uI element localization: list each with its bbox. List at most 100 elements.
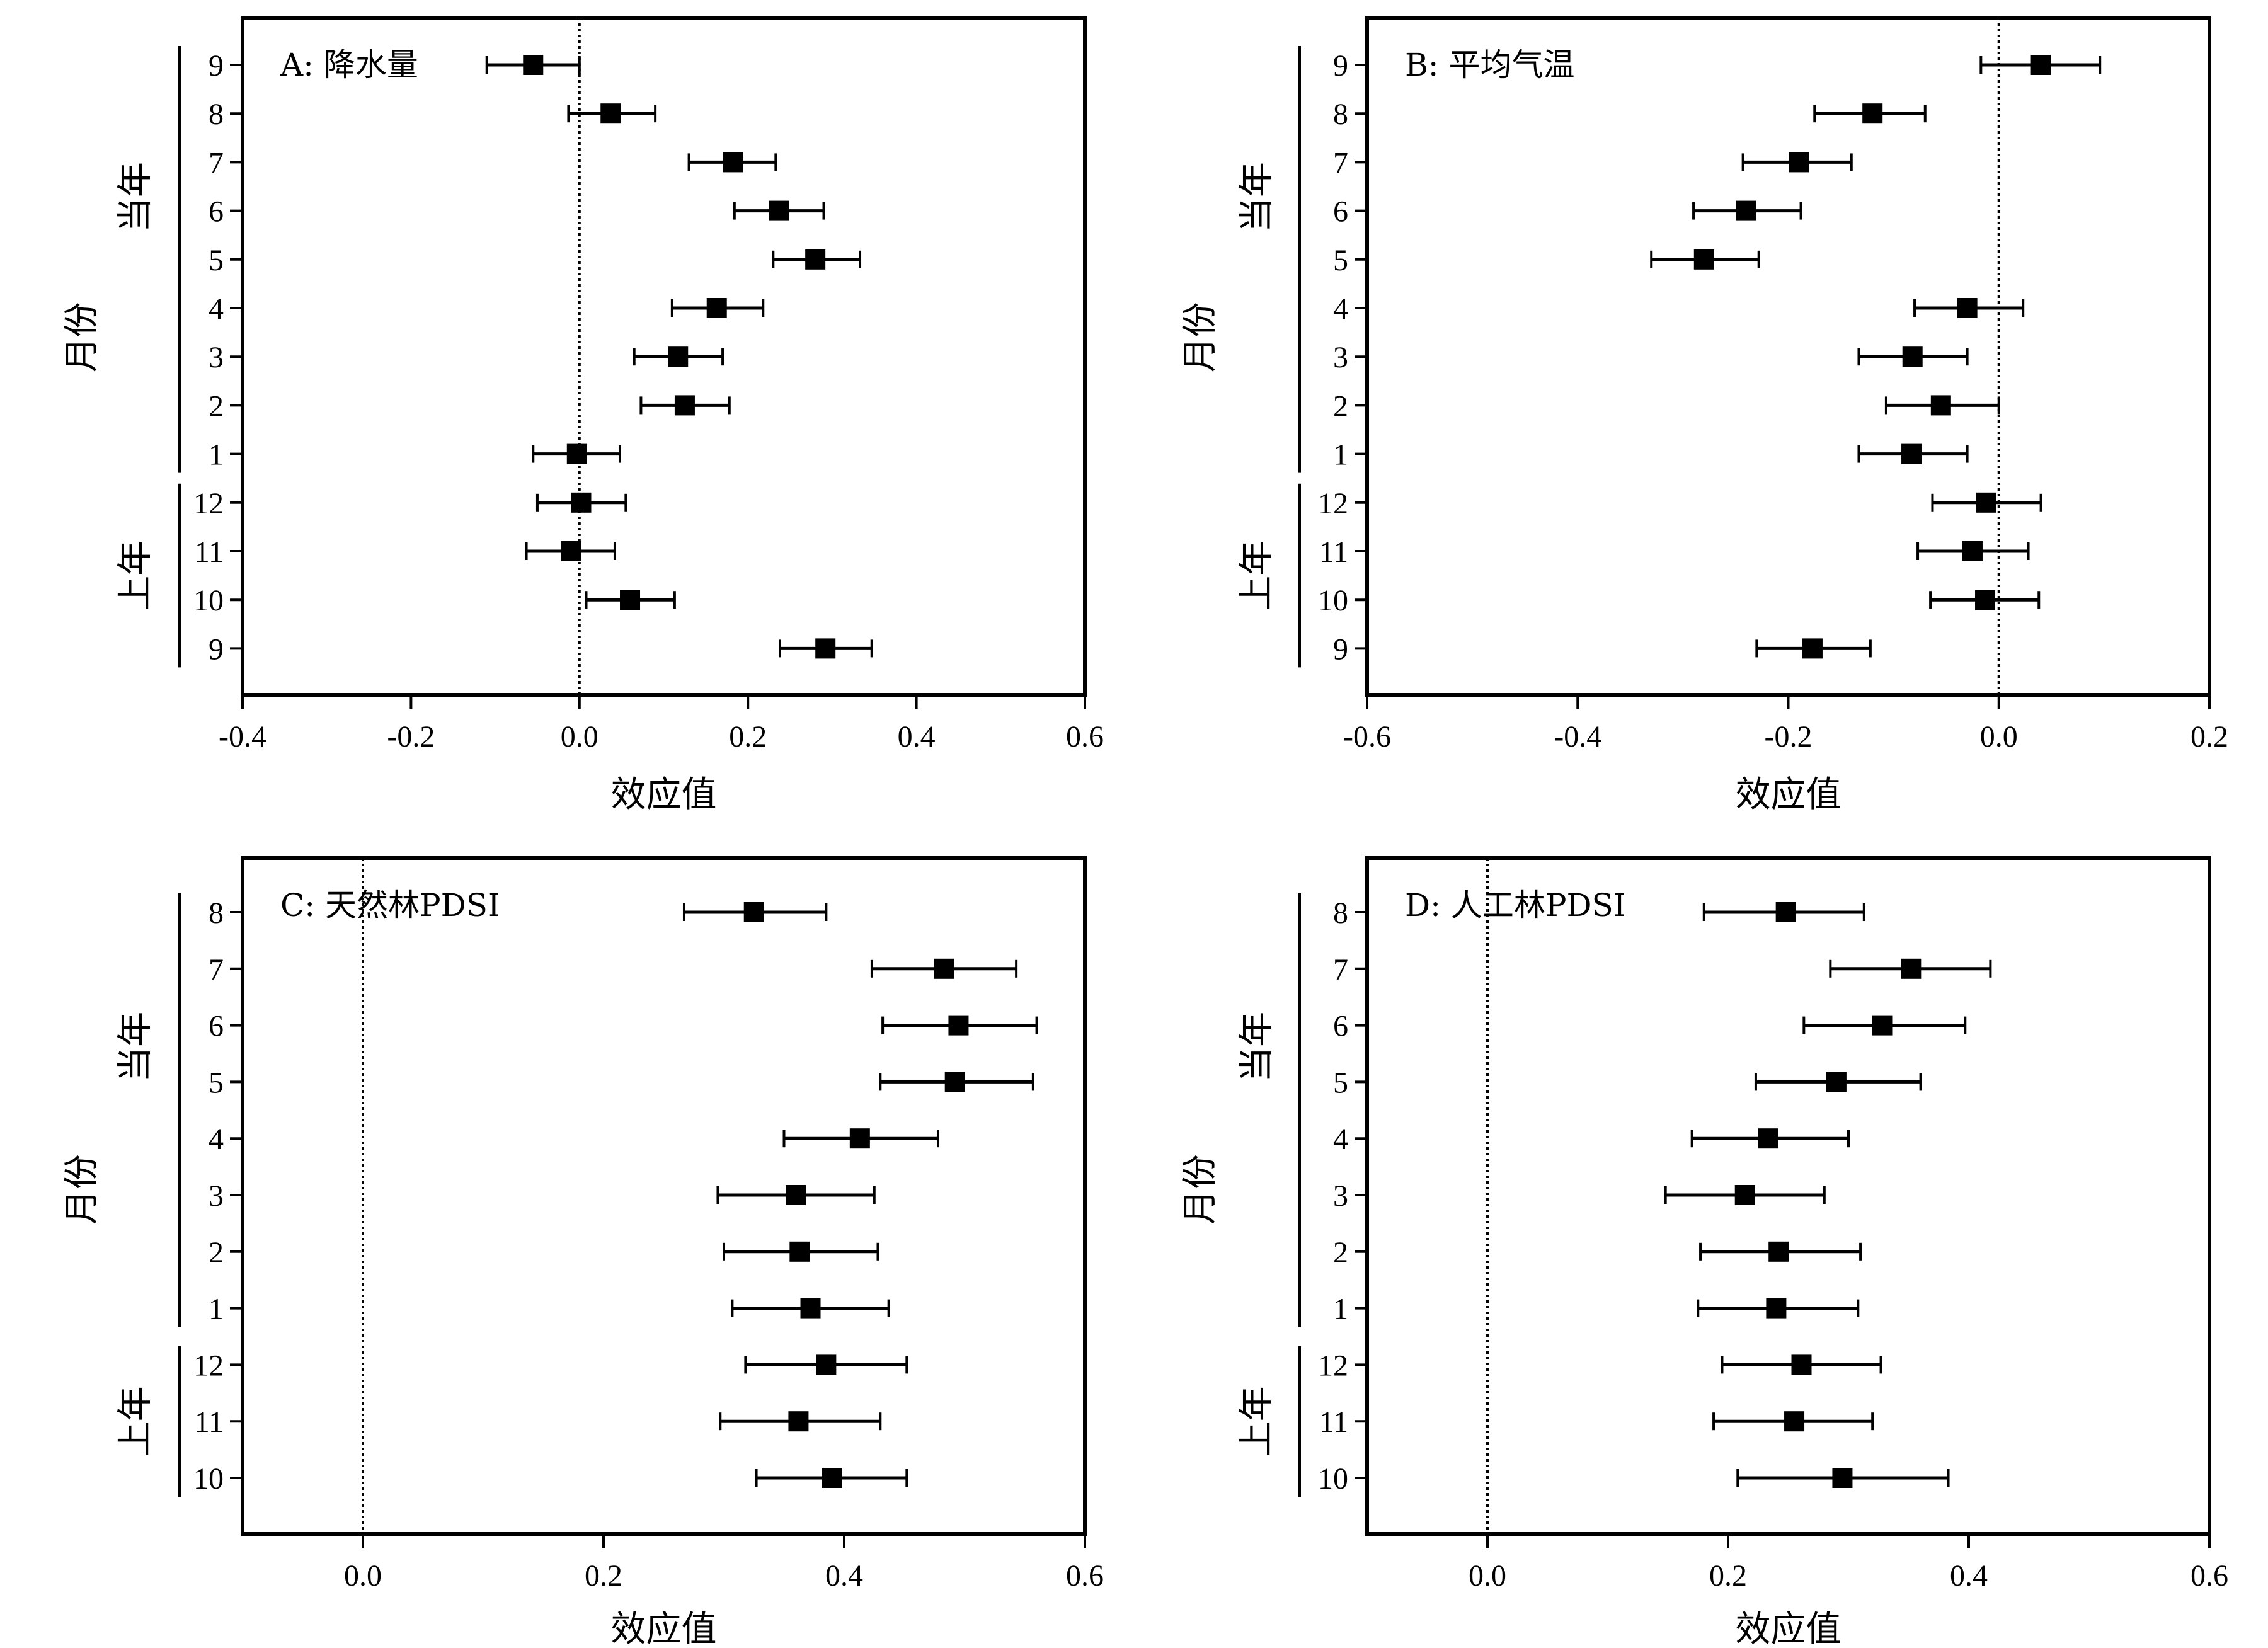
estimate-marker-d xyxy=(1766,1298,1787,1319)
y-tick-label-c: 3 xyxy=(209,1179,224,1213)
estimate-marker-c xyxy=(944,1072,965,1092)
y-tick-label-a: 4 xyxy=(209,292,224,326)
panel-title-d: D: 人工林PDSI xyxy=(1405,887,1626,924)
estimate-marker-a xyxy=(523,55,544,75)
y-tick-label-c: 8 xyxy=(209,896,224,930)
estimate-marker-d xyxy=(1791,1354,1812,1375)
estimate-marker-b xyxy=(1962,541,1983,561)
estimate-marker-d xyxy=(1826,1072,1847,1092)
estimate-marker-b xyxy=(1957,298,1978,318)
group-label-a: 上年 xyxy=(115,541,156,611)
x-tick-label-b: 0.2 xyxy=(2191,720,2228,753)
y-tick-label-a: 8 xyxy=(209,98,224,131)
estimate-marker-d xyxy=(1901,958,1922,979)
plot-frame-c xyxy=(241,856,1087,1536)
x-axis-title-b: 效应值 xyxy=(1736,774,1841,815)
estimate-marker-b xyxy=(1902,346,1923,367)
y-axis-title-c: 月份 xyxy=(62,1154,103,1225)
y-tick-label-a: 3 xyxy=(209,341,224,374)
x-tick-label-b: 0.0 xyxy=(1980,720,2018,753)
estimate-marker-c xyxy=(948,1015,969,1036)
estimate-marker-a xyxy=(815,638,836,659)
y-tick-label-a: 12 xyxy=(193,487,224,520)
estimate-marker-c xyxy=(743,902,764,922)
group-label-d: 当年 xyxy=(1237,1012,1278,1082)
y-tick-label-c: 4 xyxy=(209,1123,224,1156)
y-tick-label-a: 5 xyxy=(209,244,224,277)
y-axis-title-a: 月份 xyxy=(62,302,103,372)
estimate-marker-a xyxy=(620,590,641,610)
y-tick-label-b: 3 xyxy=(1333,341,1348,374)
estimate-marker-a xyxy=(706,298,727,318)
plot-frame-b xyxy=(1365,16,2211,697)
estimate-marker-a xyxy=(571,492,592,513)
x-tick-label-c: 0.4 xyxy=(825,1559,863,1593)
panel-a: -0.4 -0.2 0.0 0.2 0.4 0.6 效应值 9 8 7 6 5 4 3 2 1 12 11 10 9 当… xyxy=(62,16,1104,815)
y-tick-label-a: 2 xyxy=(209,389,224,423)
y-tick-label-b: 11 xyxy=(1319,535,1348,569)
group-label-c: 当年 xyxy=(115,1012,156,1082)
y-tick-label-b: 6 xyxy=(1333,195,1348,229)
x-tick-label-c: 0.2 xyxy=(585,1559,622,1593)
estimate-marker-c xyxy=(849,1128,870,1149)
x-tick-label-a: -0.2 xyxy=(387,720,435,753)
estimate-marker-b xyxy=(1975,590,1996,610)
estimate-marker-b xyxy=(1789,152,1809,173)
estimate-marker-b xyxy=(1693,249,1714,270)
panel-b: -0.6 -0.4 -0.2 0.0 0.2 效应值 9 8 7 6 5 4 3 2 1 12 11 10 9 当年上… xyxy=(1180,16,2228,815)
x-tick-label-d: 0.4 xyxy=(1950,1559,1988,1593)
y-tick-label-d: 5 xyxy=(1333,1066,1348,1099)
y-tick-label-b: 2 xyxy=(1333,389,1348,423)
x-tick-label-c: 0.0 xyxy=(344,1559,382,1593)
y-tick-label-a: 6 xyxy=(209,195,224,229)
y-tick-label-b: 9 xyxy=(1333,632,1348,666)
y-tick-label-b: 9 xyxy=(1333,49,1348,83)
estimate-marker-c xyxy=(822,1468,842,1488)
y-tick-label-b: 10 xyxy=(1318,584,1348,617)
estimate-marker-c xyxy=(786,1185,806,1205)
estimate-marker-d xyxy=(1784,1411,1805,1432)
y-tick-label-b: 7 xyxy=(1333,146,1348,180)
estimate-marker-b xyxy=(1736,200,1756,221)
estimate-marker-b xyxy=(1901,443,1922,464)
panel-title-c: C: 天然林PDSI xyxy=(280,887,500,924)
y-tick-label-a: 1 xyxy=(209,438,224,472)
y-tick-label-b: 4 xyxy=(1333,292,1348,326)
y-tick-label-d: 8 xyxy=(1333,896,1348,930)
estimate-marker-a xyxy=(769,200,789,221)
estimate-marker-b xyxy=(1802,638,1823,659)
x-tick-label-d: 0.2 xyxy=(1709,1559,1747,1593)
y-tick-label-a: 9 xyxy=(209,632,224,666)
estimate-marker-a xyxy=(600,103,621,124)
y-tick-label-b: 12 xyxy=(1318,487,1348,520)
y-tick-label-d: 11 xyxy=(1319,1405,1348,1439)
x-axis-title-d: 效应值 xyxy=(1736,1609,1841,1648)
y-tick-label-a: 7 xyxy=(209,146,224,180)
y-tick-label-c: 5 xyxy=(209,1066,224,1099)
estimate-marker-c xyxy=(800,1298,821,1319)
y-tick-label-c: 2 xyxy=(209,1236,224,1269)
y-tick-label-d: 12 xyxy=(1318,1349,1348,1382)
y-tick-label-d: 1 xyxy=(1333,1293,1348,1326)
y-tick-label-d: 7 xyxy=(1333,953,1348,987)
estimate-marker-b xyxy=(2030,55,2051,75)
group-label-a: 当年 xyxy=(115,162,156,232)
y-axis-title-b: 月份 xyxy=(1180,302,1221,372)
y-axis-title-d: 月份 xyxy=(1180,1154,1221,1225)
x-tick-label-a: 0.4 xyxy=(898,720,936,753)
y-tick-label-d: 4 xyxy=(1333,1123,1348,1156)
x-tick-label-a: -0.4 xyxy=(219,720,266,753)
x-tick-label-d: 0.6 xyxy=(2191,1559,2228,1593)
x-axis-title-c: 效应值 xyxy=(611,1609,717,1648)
y-tick-label-c: 6 xyxy=(209,1010,224,1043)
y-tick-label-c: 11 xyxy=(195,1405,224,1439)
estimate-marker-c xyxy=(789,1241,810,1262)
estimate-marker-d xyxy=(1768,1241,1789,1262)
estimate-marker-a xyxy=(668,346,689,367)
panel-title-a: A: 降水量 xyxy=(280,47,418,83)
x-axis-title-a: 效应值 xyxy=(611,774,717,815)
x-tick-label-c: 0.6 xyxy=(1066,1559,1104,1593)
